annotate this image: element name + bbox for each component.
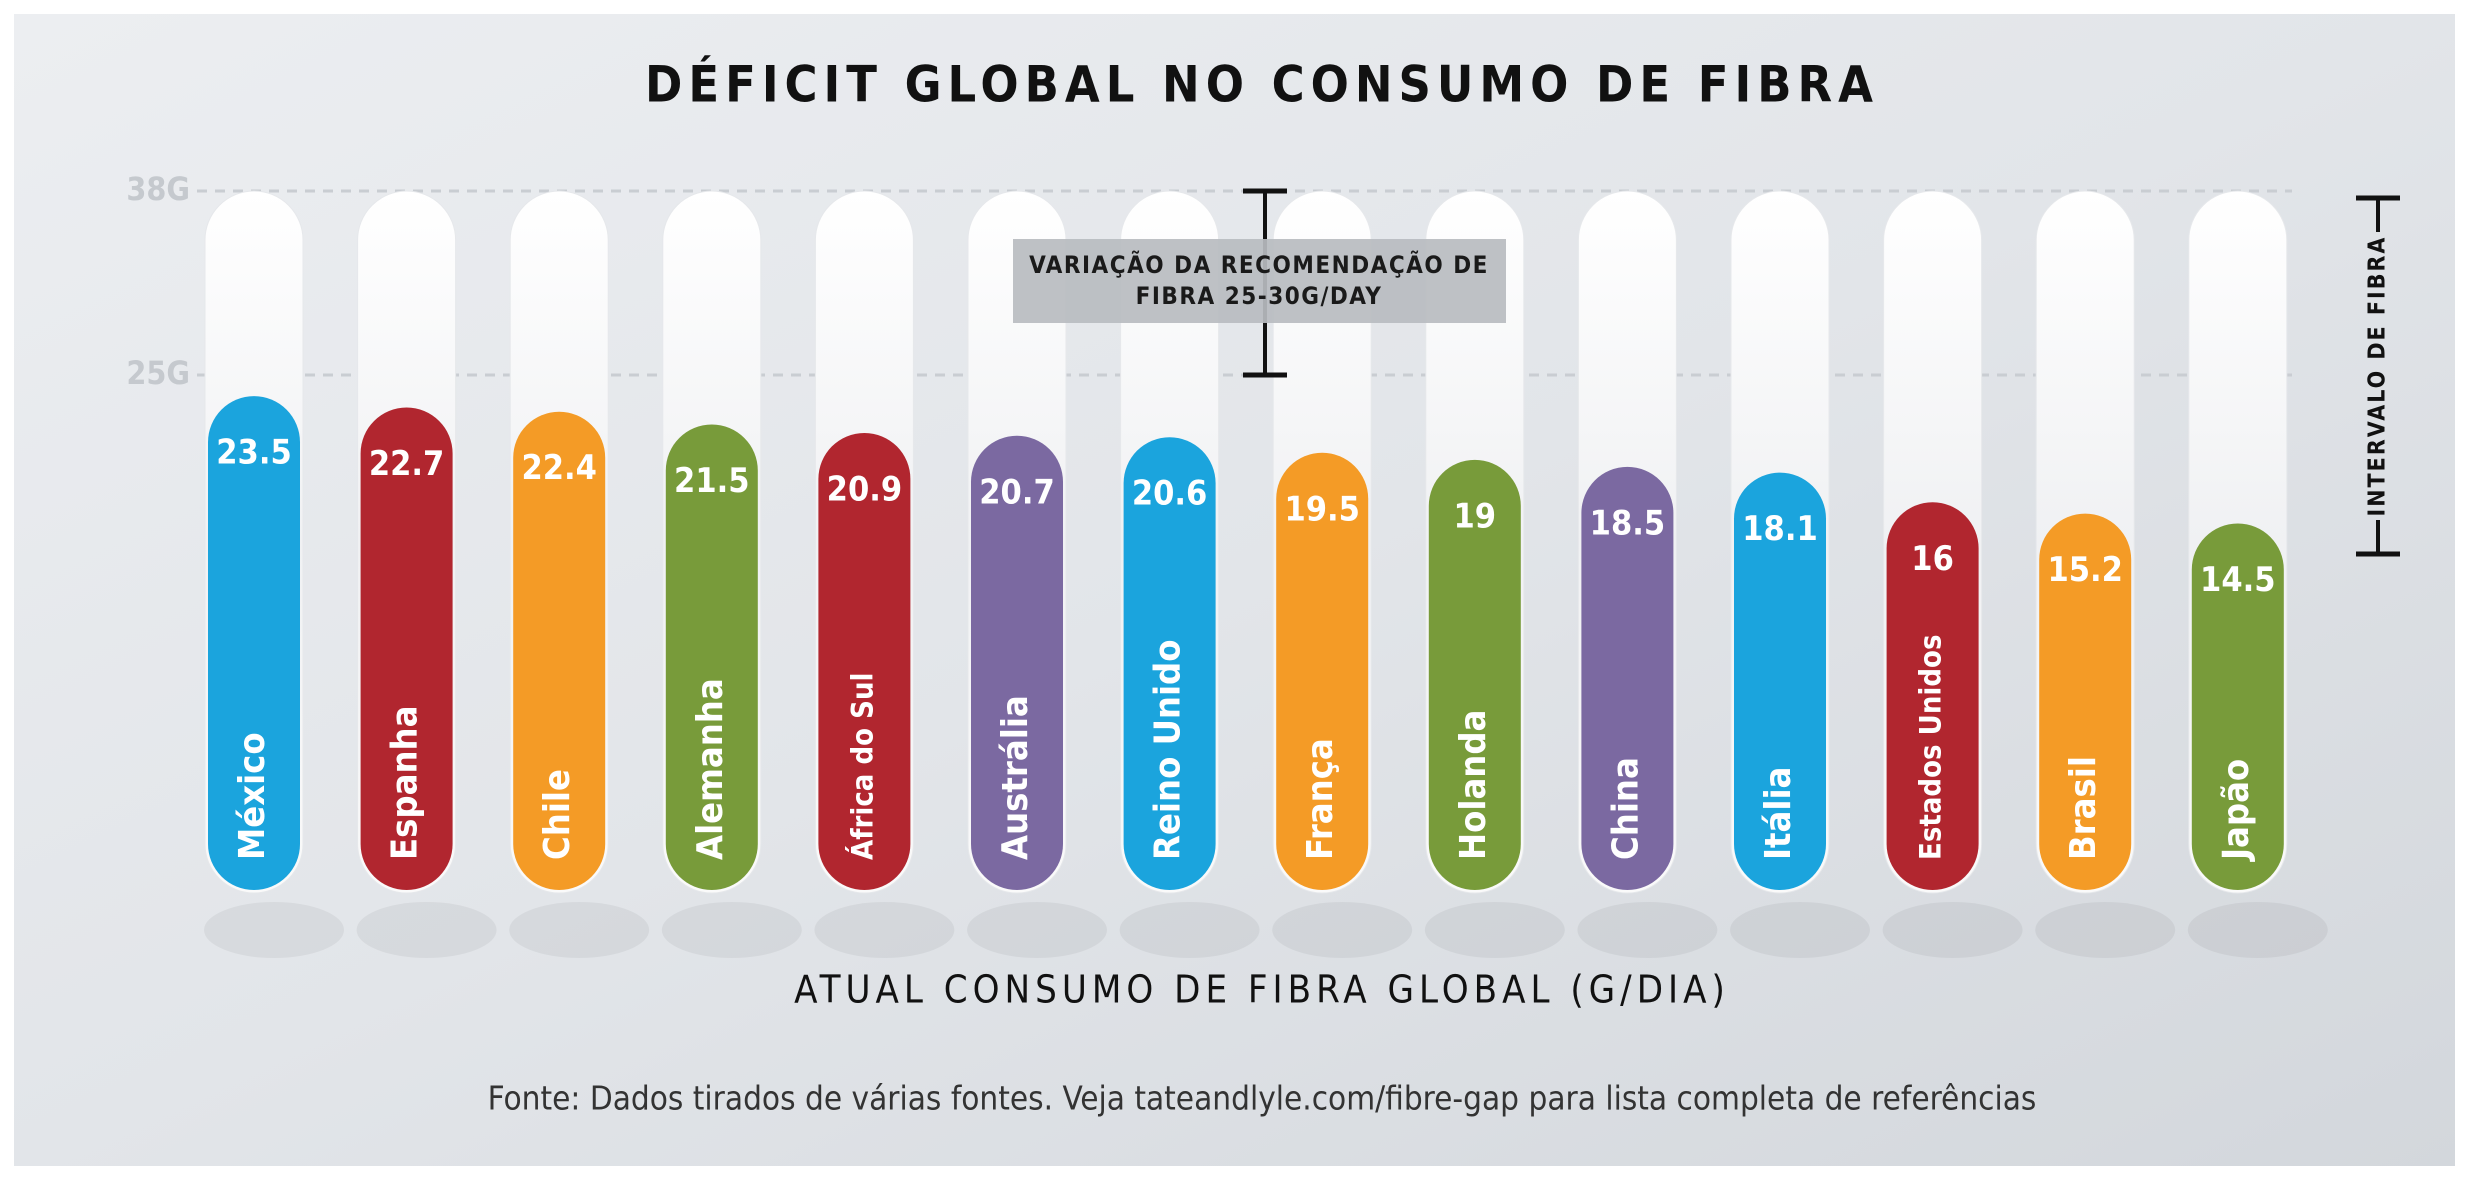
bar-shadow [1730,902,1870,958]
category-label: Alemanha [690,678,731,860]
value-label: 19.5 [1284,489,1359,529]
bar [1276,452,1369,890]
category-label: Espanha [385,706,426,860]
category-label: Reino Unido [1148,640,1189,860]
bar-shadow [1424,902,1565,958]
source: Fonte: Dados tirados de várias fontes. V… [488,1079,2037,1118]
bar-shadow [2035,902,2176,958]
category-label: Japão [2216,759,2257,862]
category-label: França [1300,738,1341,860]
bar [665,424,758,890]
category-label: Holanda [1453,710,1494,860]
y-tick-label: 25G [126,354,190,392]
bar-shadow [661,902,802,958]
value-label: 19 [1454,496,1497,536]
value-label: 16 [1911,539,1954,579]
category-label: África do Sul [845,673,879,860]
annotation-text: FIBRA 25-30G/DAY [1136,282,1383,310]
category-label: China [1605,757,1646,860]
value-label: 20.9 [827,469,902,509]
annotation-text: VARIAÇÃO DA RECOMENDAÇÃO DE [1029,250,1489,279]
bar-shadow [2187,902,2328,958]
category-label: México [232,732,273,860]
bar [1886,502,1979,890]
value-label: 22.4 [521,448,596,488]
side-label: INTERVALO DE FIBRA [2365,236,2391,517]
value-label: 14.5 [2200,560,2275,600]
bar-shadow [967,902,1107,958]
bar [971,435,1063,890]
bar-shadow [1882,902,2023,958]
bar-shadow [1272,902,1413,958]
value-label: 15.2 [2047,550,2122,590]
category-label: Chile [537,769,578,860]
bar [1581,466,1674,890]
category-label: Estados Unidos [1914,635,1948,861]
bar [360,407,453,890]
annotation-box [1013,239,1506,323]
value-label: 18.5 [1590,503,1665,543]
category-label: Brasil [2063,756,2104,860]
bar-shadow [356,902,497,958]
bar-shadow [1577,902,1718,958]
bar [1734,472,1826,890]
value-label: 23.5 [216,433,291,473]
bar-shadow [814,902,955,958]
value-label: 21.5 [674,461,749,501]
value-label: 18.1 [1742,509,1817,549]
chart-title: DÉFICIT GLOBAL NO CONSUMO DE FIBRA [645,55,1879,114]
bar [208,396,300,890]
bar [513,411,606,890]
bar-shadow [1119,902,1260,958]
bar [2191,523,2284,890]
value-label: 22.7 [369,444,444,484]
bar [1123,437,1216,890]
x-axis-label: ATUAL CONSUMO DE FIBRA GLOBAL (G/DIA) [794,968,1730,1012]
category-label: Itália [1758,767,1799,860]
bar-shadow [204,902,344,958]
bar [1428,459,1521,890]
value-label: 20.7 [979,472,1054,512]
value-label: 20.6 [1132,474,1207,514]
bar [818,432,911,890]
y-tick-label: 38G [126,170,190,208]
bar [2039,513,2132,890]
category-label: Austrália [995,695,1036,860]
bar-shadow [509,902,650,958]
